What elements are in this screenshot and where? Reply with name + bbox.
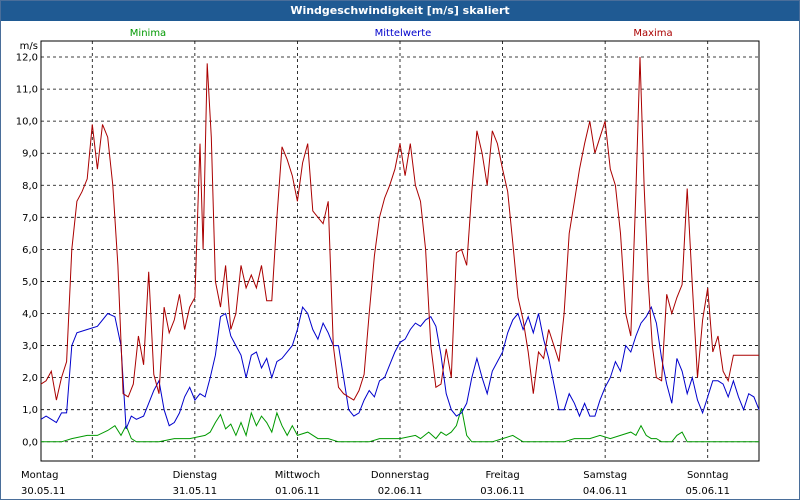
y-axis-unit: m/s xyxy=(20,41,38,52)
series-line-mittelwerte xyxy=(40,305,760,430)
x-tick-date-label: 03.06.11 xyxy=(480,486,525,497)
legend-entry-maxima: Maxima xyxy=(633,28,672,39)
y-tick-label: 8,0 xyxy=(22,181,38,192)
legend-entry-minima: Minima xyxy=(130,28,166,39)
y-tick-label: 3,0 xyxy=(22,341,38,352)
legend-entry-mittelwerte: Mittelwerte xyxy=(375,28,432,39)
x-tick-date-label: 30.05.11 xyxy=(21,486,66,497)
x-tick-day-label: Freitag xyxy=(485,470,519,481)
y-tick-label: 1,0 xyxy=(22,405,38,416)
grid-layer xyxy=(40,40,760,462)
x-tick-date-label: 01.06.11 xyxy=(275,486,320,497)
y-tick-label: 5,0 xyxy=(22,277,38,288)
x-tick-date-label: 02.06.11 xyxy=(378,486,423,497)
x-tick-date-label: 04.06.11 xyxy=(583,486,628,497)
x-tick-day-label: Dienstag xyxy=(173,470,218,481)
chart-title: Windgeschwindigkeit [m/s] skaliert xyxy=(1,1,799,21)
axis-layer: 0,0 1,0 2,0 3,0 4,0 5,0 6,0 7,0 8,0 9,0 10,0 11,0 12… xyxy=(16,41,730,497)
series-line-maxima xyxy=(40,56,759,401)
x-tick-day-label: Samstag xyxy=(583,470,627,481)
y-tick-label: 7,0 xyxy=(22,213,38,224)
y-tick-label: 10,0 xyxy=(16,117,38,128)
y-tick-label: 2,0 xyxy=(22,373,38,384)
legend-layer: Minima Mittelwerte Maxima xyxy=(130,28,673,39)
x-tick-day-label: Sonntag xyxy=(687,470,729,481)
y-tick-label: 4,0 xyxy=(22,309,38,320)
series-layer xyxy=(40,56,760,443)
y-tick-label: 12,0 xyxy=(16,53,38,64)
y-tick-label: 0,0 xyxy=(22,437,38,448)
x-tick-date-label: 31.05.11 xyxy=(173,486,218,497)
y-tick-label: 6,0 xyxy=(22,245,38,256)
chart-canvas: 0,0 1,0 2,0 3,0 4,0 5,0 6,0 7,0 8,0 9,0 10,0 11,0 12… xyxy=(16,28,760,497)
x-tick-day-label: Mittwoch xyxy=(275,470,320,481)
series-line-minima xyxy=(41,407,759,443)
y-tick-label: 9,0 xyxy=(22,149,38,160)
x-tick-date-label: 05.06.11 xyxy=(685,486,730,497)
x-tick-day-label: Montag xyxy=(21,470,58,481)
y-tick-label: 11,0 xyxy=(16,85,38,96)
x-tick-day-label: Donnerstag xyxy=(371,470,429,481)
